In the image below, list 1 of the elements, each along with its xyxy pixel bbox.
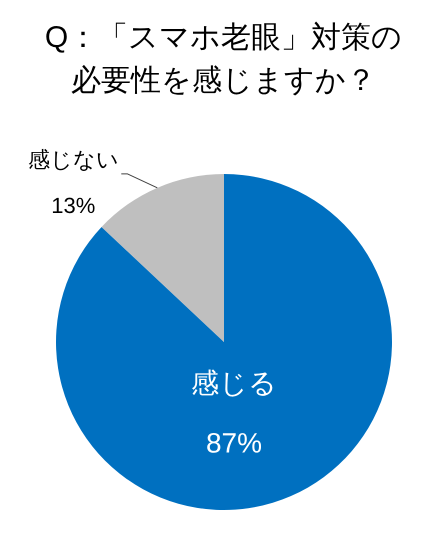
title: Q：「スマホ老眼」対策の必要性を感じますか？	[44, 21, 402, 97]
